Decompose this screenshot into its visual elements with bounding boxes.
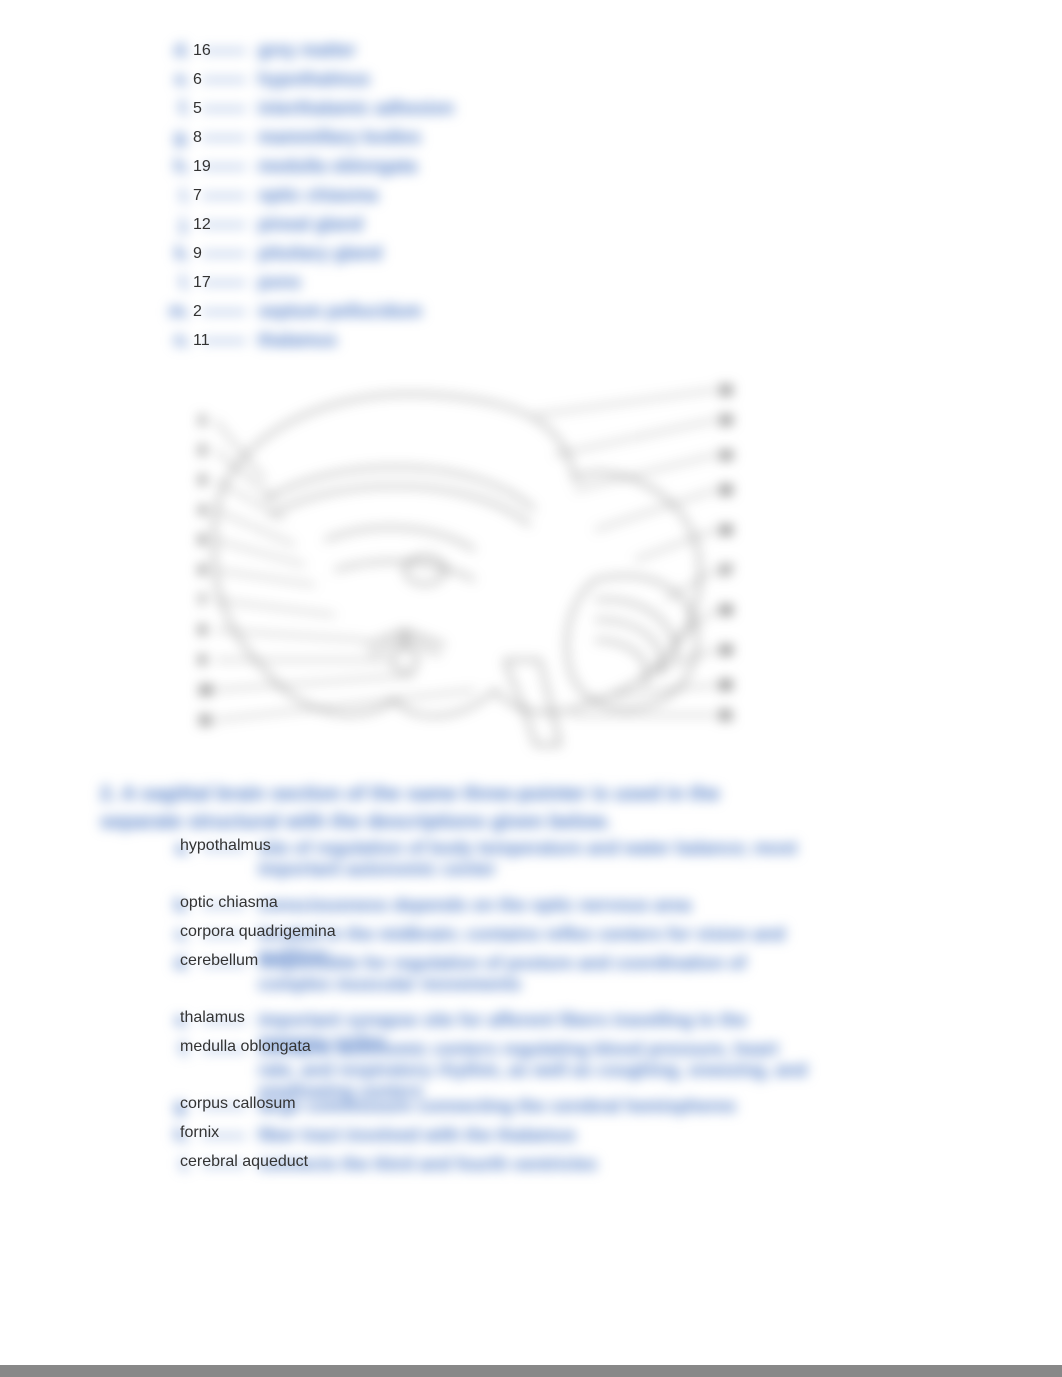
answer-number: 11	[193, 332, 210, 350]
answer-text: medulla oblongata	[180, 1038, 311, 1056]
answer-number: 19	[193, 158, 211, 176]
answer-text: corpus callosum	[180, 1095, 296, 1113]
answers-overlay: 16 6 5 8 19 7 12 9 17 2 11 hypothalmus optic chiasma…	[0, 0, 1062, 1377]
answer-text: optic chiasma	[180, 894, 278, 912]
answer-text: thalamus	[180, 1009, 245, 1027]
answer-number: 9	[193, 245, 202, 263]
page: d.grey mattere.hypothalmusf.interthalami…	[0, 0, 1062, 1377]
answer-text: hypothalmus	[180, 837, 271, 855]
answer-number: 7	[193, 187, 202, 205]
answer-text: cerebellum	[180, 952, 258, 970]
answer-number: 8	[193, 129, 202, 147]
answer-text: cerebral aqueduct	[180, 1153, 308, 1171]
answer-text: corpora quadrigemina	[180, 923, 336, 941]
answer-number: 12	[193, 216, 211, 234]
footer-bar	[0, 1365, 1062, 1377]
answer-number: 16	[193, 42, 211, 60]
answer-number: 2	[193, 303, 202, 321]
answer-number: 5	[193, 100, 202, 118]
answer-text: fornix	[180, 1124, 219, 1142]
answer-number: 6	[193, 71, 202, 89]
answer-number: 17	[193, 274, 211, 292]
